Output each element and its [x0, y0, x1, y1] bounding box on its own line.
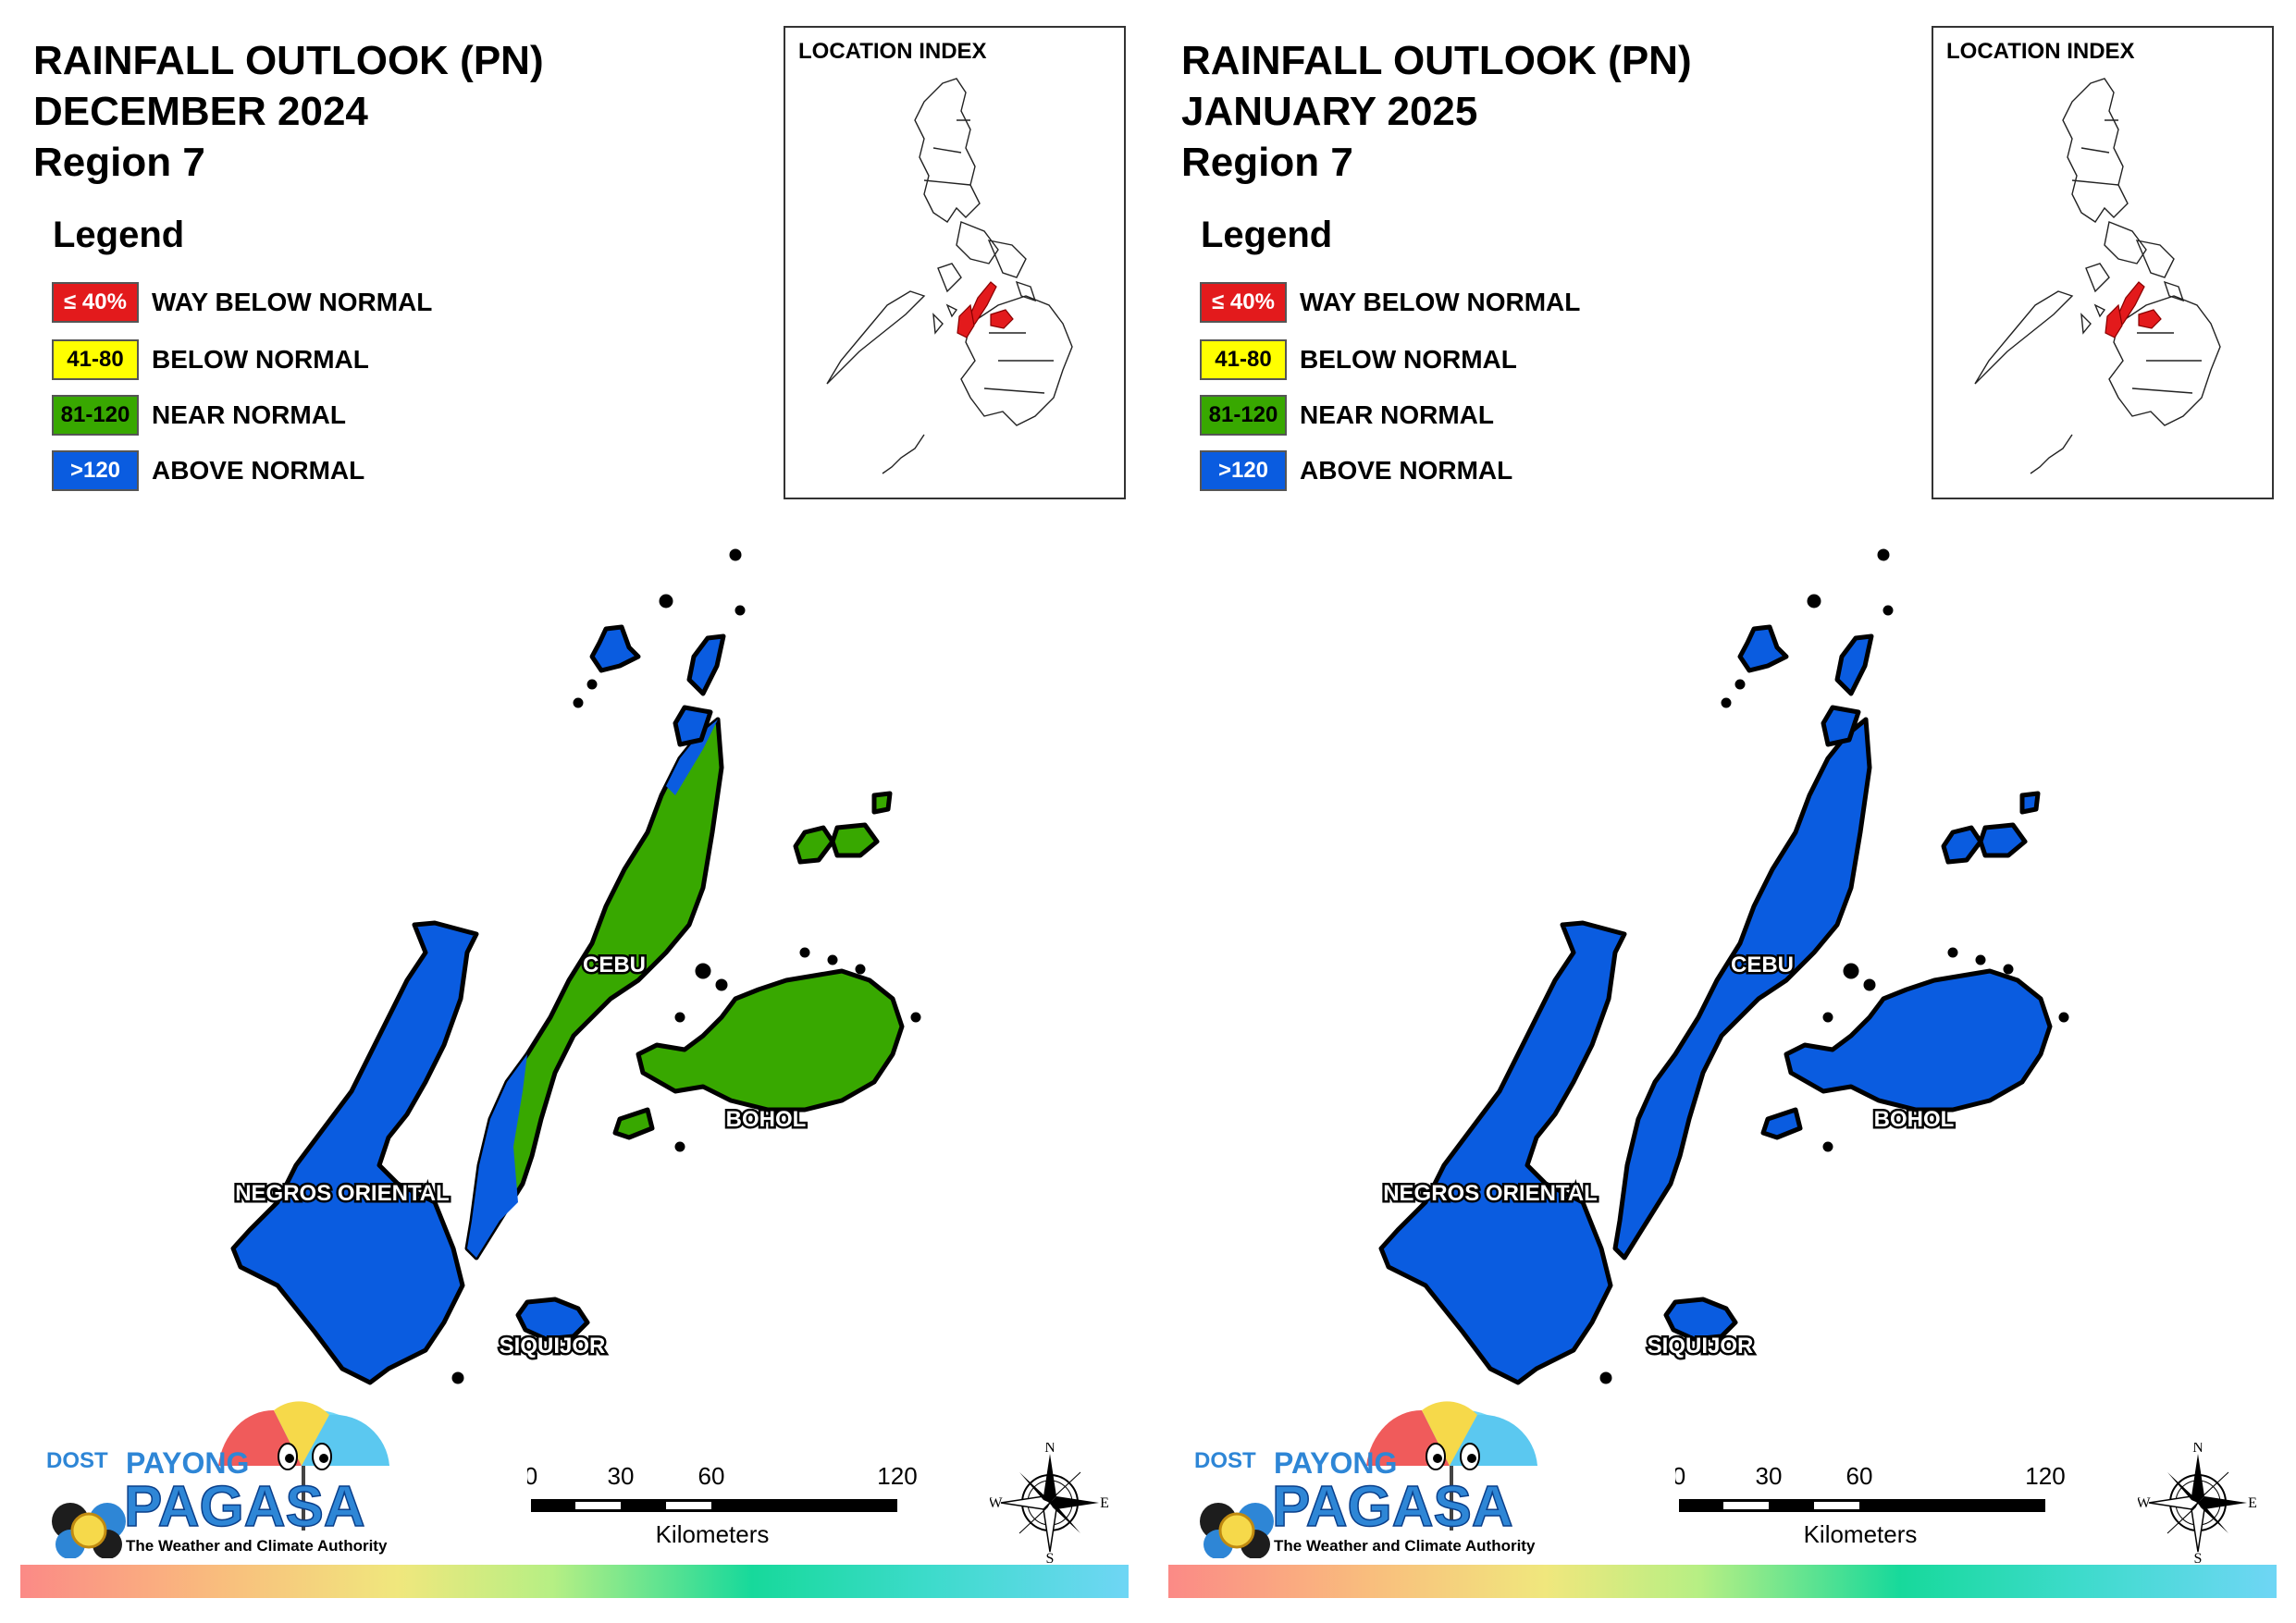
legend-swatch: 81-120 [52, 395, 139, 436]
logo-dost-text: DOST [1194, 1448, 1256, 1473]
legend-item-above-normal: >120 ABOVE NORMAL [1200, 450, 1512, 491]
scale-bar: 0 30 60 120 Kilometers [527, 1462, 918, 1548]
region-7-highlight [2105, 281, 2162, 338]
compass-e: E [1100, 1495, 1109, 1511]
camotes-islands-shape [1941, 825, 1983, 865]
camotes-islands-shape [793, 825, 835, 865]
compass-w: W [990, 1495, 1003, 1511]
siquijor-shape [1663, 1297, 1738, 1342]
legend-label: ABOVE NORMAL [152, 456, 365, 485]
negros-oriental-shape [1378, 920, 1627, 1385]
scale-tick: 0 [527, 1462, 537, 1490]
province-label-siquijor: SIQUIJOR [500, 1334, 606, 1359]
pagasa-logo: DOST PAYONG PAGASA The Weather and Clima… [46, 1401, 389, 1558]
outlook-panel-december: RAINFALL OUTLOOK (PN) DECEMBER 2024 Regi… [20, 26, 1129, 1598]
title-line-1: RAINFALL OUTLOOK (PN) [33, 38, 544, 83]
legend-label: WAY BELOW NORMAL [1300, 288, 1581, 316]
compass-s: S [1046, 1551, 1055, 1563]
legend-swatch: >120 [52, 450, 139, 491]
legend-swatch: 81-120 [1200, 395, 1287, 436]
province-label-cebu: CEBU [583, 953, 646, 977]
pagasa-logo: DOST PAYONG PAGASA The Weather and Clima… [1194, 1401, 1537, 1558]
north-islands-shape [589, 624, 641, 673]
logo-tagline-text: The Weather and Climate Authority [1274, 1537, 1536, 1555]
legend-item-below: 41-80 BELOW NORMAL [1200, 339, 1517, 380]
scale-tick: 60 [1846, 1462, 1873, 1490]
legend-label: ABOVE NORMAL [1300, 456, 1513, 485]
compass-rose-icon: N S W E [2138, 1443, 2257, 1563]
compass-w: W [2138, 1495, 2151, 1511]
outlook-panel-january: RAINFALL OUTLOOK (PN) JANUARY 2025 Regio… [1148, 0, 2296, 1623]
logo-tagline-text: The Weather and Climate Authority [126, 1537, 388, 1555]
region-7-map: CEBU BOHOL NEGROS ORIENTAL SIQUIJOR [1378, 548, 2069, 1385]
siquijor-shape [515, 1297, 590, 1342]
logo-payong-text: PAYONG [1274, 1446, 1397, 1480]
legend-item-near-normal: 81-120 NEAR NORMAL [1200, 395, 1494, 436]
title-line-2: JANUARY 2025 [1181, 89, 1478, 134]
province-label-bohol: BOHOL [1874, 1107, 1955, 1132]
legend-label: BELOW NORMAL [152, 345, 369, 374]
north-islands-shape [1737, 624, 1789, 673]
scale-tick: 30 [608, 1462, 635, 1490]
scale-tick: 0 [1675, 1462, 1685, 1490]
title-line-1: RAINFALL OUTLOOK (PN) [1181, 38, 1692, 83]
scale-unit: Kilometers [656, 1520, 770, 1548]
legend-item-below: 41-80 BELOW NORMAL [52, 339, 369, 380]
legend-title: Legend [1201, 215, 1333, 255]
legend-item-way-below: ≤ 40% WAY BELOW NORMAL [52, 282, 432, 323]
scale-bar: 0 30 60 120 Kilometers [1675, 1462, 2066, 1548]
scale-tick: 120 [2025, 1462, 2065, 1490]
scale-tick: 120 [877, 1462, 917, 1490]
compass-rose-icon: N S W E [990, 1443, 1109, 1563]
cebu-shape [1612, 717, 1872, 1260]
legend-swatch: 41-80 [1200, 339, 1287, 380]
bohol-shape [1784, 968, 2053, 1113]
scale-tick: 30 [1756, 1462, 1783, 1490]
legend-swatch: ≤ 40% [1200, 282, 1287, 323]
province-label-bohol: BOHOL [726, 1107, 807, 1132]
bohol-shape [636, 968, 905, 1113]
legend-title: Legend [53, 215, 185, 255]
footer-gradient-bar [1168, 1565, 2277, 1598]
logo-payong-text: PAYONG [126, 1446, 249, 1480]
compass-s: S [2194, 1551, 2203, 1563]
legend-swatch: 41-80 [52, 339, 139, 380]
legend-swatch: >120 [1200, 450, 1287, 491]
logo-pagasa-text: PAGASA [1272, 1475, 1513, 1539]
logo-pagasa-text: PAGASA [124, 1475, 365, 1539]
negros-oriental-shape [230, 920, 479, 1385]
title-line-2: DECEMBER 2024 [33, 89, 368, 134]
footer-gradient-bar [20, 1565, 1129, 1598]
scale-tick: 60 [698, 1462, 725, 1490]
logo-dost-text: DOST [46, 1448, 108, 1473]
compass-n: N [2192, 1443, 2203, 1456]
legend-label: NEAR NORMAL [152, 400, 346, 429]
location-index-inset: LOCATION INDEX [784, 26, 1126, 499]
inset-title: LOCATION INDEX [798, 39, 987, 64]
map-title: RAINFALL OUTLOOK (PN) DECEMBER 2024 Regi… [33, 35, 544, 188]
inset-title: LOCATION INDEX [1946, 39, 2135, 64]
legend-swatch: ≤ 40% [52, 282, 139, 323]
legend-label: NEAR NORMAL [1300, 400, 1494, 429]
legend-item-way-below: ≤ 40% WAY BELOW NORMAL [1200, 282, 1580, 323]
region-7-highlight [957, 281, 1014, 338]
philippines-outline-map [1974, 78, 2221, 474]
province-label-negros-oriental: NEGROS ORIENTAL [235, 1181, 450, 1206]
province-label-siquijor: SIQUIJOR [1648, 1334, 1754, 1359]
legend-item-above-normal: >120 ABOVE NORMAL [52, 450, 364, 491]
province-label-negros-oriental: NEGROS ORIENTAL [1383, 1181, 1598, 1206]
scale-unit: Kilometers [1804, 1520, 1918, 1548]
province-label-cebu: CEBU [1731, 953, 1794, 977]
philippines-outline-map [826, 78, 1073, 474]
title-line-3: Region 7 [1181, 140, 1353, 185]
map-title: RAINFALL OUTLOOK (PN) JANUARY 2025 Regio… [1181, 35, 1692, 188]
legend-label: WAY BELOW NORMAL [152, 288, 433, 316]
title-line-3: Region 7 [33, 140, 205, 185]
region-7-map: CEBU BOHOL NEGROS ORIENTAL SIQUIJOR [230, 548, 921, 1385]
location-index-inset: LOCATION INDEX [1932, 26, 2274, 499]
compass-n: N [1044, 1443, 1055, 1456]
legend-label: BELOW NORMAL [1300, 345, 1517, 374]
legend-item-near-normal: 81-120 NEAR NORMAL [52, 395, 346, 436]
compass-e: E [2248, 1495, 2257, 1511]
